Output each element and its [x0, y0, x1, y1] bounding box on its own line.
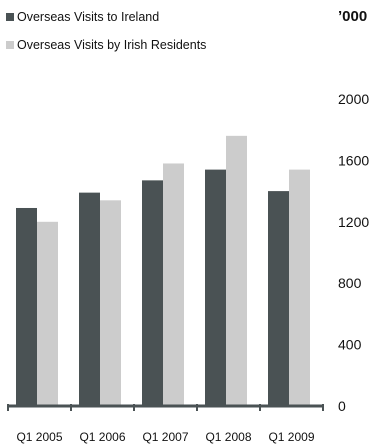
bar-visits-by-irish-residents-1	[100, 200, 121, 406]
legend-item-visits-by-irish-residents: Overseas Visits by Irish Residents	[6, 38, 206, 52]
y-tick-label: 1200	[338, 214, 369, 230]
x-tick-label: Q1 2007	[142, 430, 188, 444]
y-tick-label: 2000	[338, 91, 369, 107]
y-tick-label: 400	[338, 337, 362, 353]
x-tick-label: Q1 2008	[205, 430, 251, 444]
bar-visits-to-ireland-4	[268, 191, 289, 406]
y-tick-label: 1600	[338, 152, 369, 168]
bar-visits-to-ireland-1	[79, 192, 100, 406]
legend-label: Overseas Visits by Irish Residents	[17, 38, 207, 52]
x-tick-label: Q1 2006	[79, 430, 125, 444]
y-tick-label: 0	[338, 398, 346, 414]
legend-swatch-light	[6, 41, 14, 49]
bar-visits-by-irish-residents-0	[37, 221, 58, 406]
bar-visits-by-irish-residents-2	[163, 163, 184, 406]
bar-visits-by-irish-residents-3	[226, 135, 247, 406]
y-tick-label: 800	[338, 275, 362, 291]
legend-swatch-dark	[6, 13, 14, 21]
bar-visits-to-ireland-3	[205, 169, 226, 406]
legend-label: Overseas Visits to Ireland	[17, 10, 160, 24]
bar-visits-by-irish-residents-4	[289, 169, 310, 406]
unit-label: ’000	[338, 8, 368, 25]
x-tick-label: Q1 2005	[16, 430, 62, 444]
bar-visits-to-ireland-2	[142, 180, 163, 406]
bar-visits-to-ireland-0	[16, 207, 37, 406]
legend-item-visits-to-ireland: Overseas Visits to Ireland	[6, 10, 159, 24]
x-tick-label: Q1 2009	[268, 430, 314, 444]
